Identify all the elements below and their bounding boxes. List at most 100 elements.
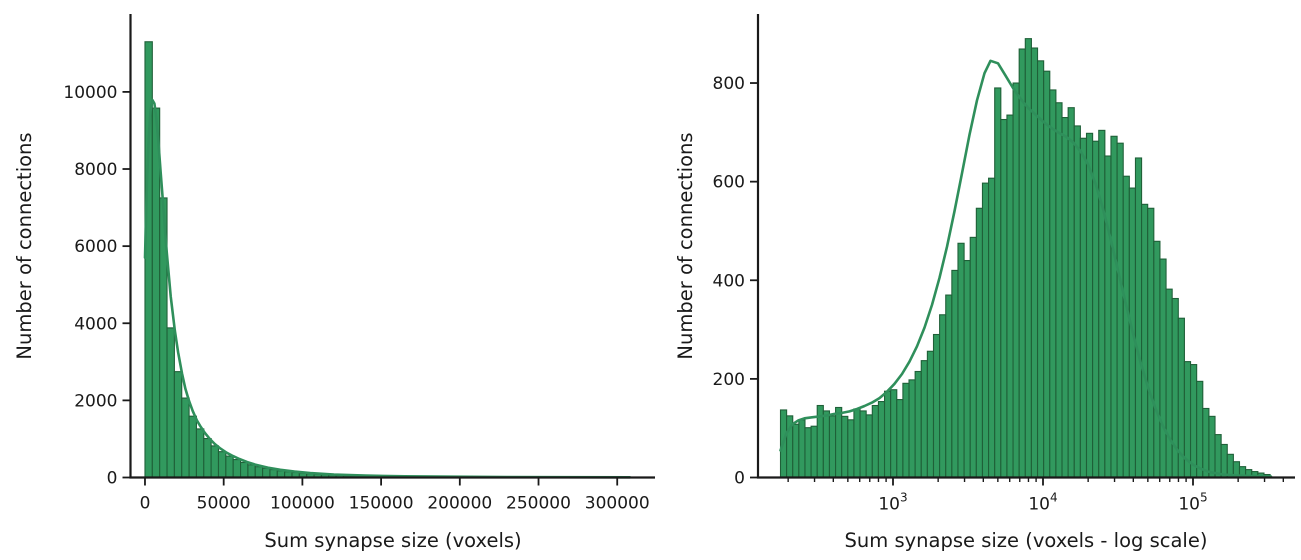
histogram-bar: [804, 427, 812, 479]
histogram-bar: [981, 182, 990, 479]
x-tick-label: 105: [1178, 491, 1207, 515]
histogram-bar: [1073, 125, 1081, 479]
histogram-bar: [1122, 175, 1130, 479]
histogram-bar: [920, 360, 928, 479]
histogram-bar: [951, 269, 959, 479]
y-tick-label: 2000: [74, 391, 117, 411]
x-tick-label: 0: [140, 494, 151, 514]
right-xaxis-label: Sum synapse size (voxels - log scale): [845, 529, 1208, 552]
kde-curve: [779, 59, 1273, 478]
histogram-bar: [1098, 129, 1106, 479]
histogram-bar: [792, 423, 800, 479]
x-tick-label: 104: [1028, 491, 1057, 515]
histogram-bar: [859, 410, 867, 479]
histogram-bar: [969, 236, 977, 479]
right-plot-area: 103 104 105 0 200 400 600 800: [713, 14, 1295, 515]
x-axis-ticks: 0 50000 100000 150000 200000 250000 300000: [140, 477, 650, 514]
histogram-bar: [963, 259, 971, 479]
y-tick-label: 200: [713, 370, 745, 390]
y-tick-label: 400: [713, 271, 745, 291]
histogram-bar: [1049, 89, 1057, 479]
histogram-bar: [871, 404, 879, 479]
histogram-bar: [988, 177, 996, 479]
histogram-bar: [847, 419, 855, 479]
histogram-bar: [945, 294, 953, 479]
histogram-bar: [1189, 364, 1198, 479]
left-yaxis-label: Number of connections: [13, 132, 36, 359]
x-tick-label: 50000: [197, 494, 251, 514]
x-axis-ticks: 103 104 105: [787, 477, 1285, 515]
histogram-bar: [883, 390, 892, 479]
histogram-bar: [957, 242, 965, 479]
histogram-bar: [1036, 60, 1045, 479]
x-tick-label: 300000: [585, 494, 650, 514]
histogram-bar: [865, 414, 873, 479]
histogram-bar: [1214, 434, 1222, 479]
histogram-bar: [1104, 155, 1112, 479]
y-tick-label: 10000: [63, 83, 117, 103]
histogram-bar: [1055, 102, 1063, 479]
histogram-bar: [1061, 117, 1069, 479]
x-tick-label: 200000: [427, 494, 492, 514]
right-yaxis-label: Number of connections: [674, 132, 697, 359]
histogram-bar: [1202, 407, 1210, 479]
y-axis-ticks: 0 200 400 600 800: [713, 74, 758, 489]
histogram-bar: [1165, 288, 1173, 479]
histogram-bar: [1153, 240, 1161, 479]
histogram-bar: [896, 399, 904, 479]
histogram-bar: [1220, 443, 1228, 479]
left-xaxis-label: Sum synapse size (voxels): [264, 529, 521, 552]
histogram-bar: [926, 350, 935, 479]
histogram-bar: [835, 406, 843, 479]
histogram-bar: [890, 389, 898, 479]
histogram-bar: [877, 401, 886, 479]
histogram-bar: [1043, 70, 1051, 479]
histogram-bar: [1141, 203, 1149, 479]
histogram-bar: [841, 415, 849, 479]
y-tick-label: 6000: [74, 237, 117, 257]
histogram-bar: [1012, 82, 1020, 479]
histogram-bar: [1000, 118, 1008, 479]
histogram-bar: [1067, 107, 1075, 479]
histogram-bar: [1085, 132, 1094, 479]
histogram-bar: [810, 425, 818, 479]
y-tick-label: 8000: [74, 160, 117, 180]
histogram-bar: [1196, 380, 1204, 479]
x-tick-label: 150000: [349, 494, 414, 514]
histogram-bar: [939, 314, 947, 479]
left-plot-area: 0 50000 100000 150000 200000 250000 300000 0 200…: [63, 14, 655, 514]
histogram-bar: [853, 408, 861, 479]
histogram-bar: [1018, 48, 1026, 479]
histogram-bar: [908, 379, 916, 479]
histogram-bar: [902, 382, 910, 479]
y-tick-label: 800: [713, 74, 745, 94]
histogram-bar: [1110, 135, 1118, 479]
histogram-bar: [1159, 258, 1167, 479]
histogram-bar: [994, 87, 1002, 479]
y-tick-label: 600: [713, 173, 745, 193]
histogram-bar: [822, 410, 831, 479]
histogram-bar: [975, 207, 984, 479]
histogram-bars: [144, 41, 631, 479]
y-tick-label: 0: [734, 469, 745, 489]
histogram-bar: [932, 333, 941, 479]
x-tick-label: 103: [878, 491, 907, 515]
histogram-bar: [828, 415, 837, 479]
x-tick-label: 250000: [506, 494, 571, 514]
histogram-bar: [1116, 142, 1124, 479]
histogram-bar: [1134, 157, 1143, 479]
y-axis-ticks: 0 2000 4000 6000 8000 10000: [63, 83, 131, 489]
kde-curve: [143, 98, 632, 479]
y-tick-label: 0: [107, 469, 118, 489]
x-tick-label: 100000: [270, 494, 335, 514]
histogram-bar: [1208, 415, 1216, 479]
y-tick-label: 4000: [74, 314, 117, 334]
histogram-bar: [914, 370, 922, 479]
histogram-bar: [1079, 137, 1088, 479]
histogram-bar: [1147, 207, 1155, 479]
histogram-bar: [1006, 114, 1014, 479]
histogram-bar: [798, 419, 806, 479]
